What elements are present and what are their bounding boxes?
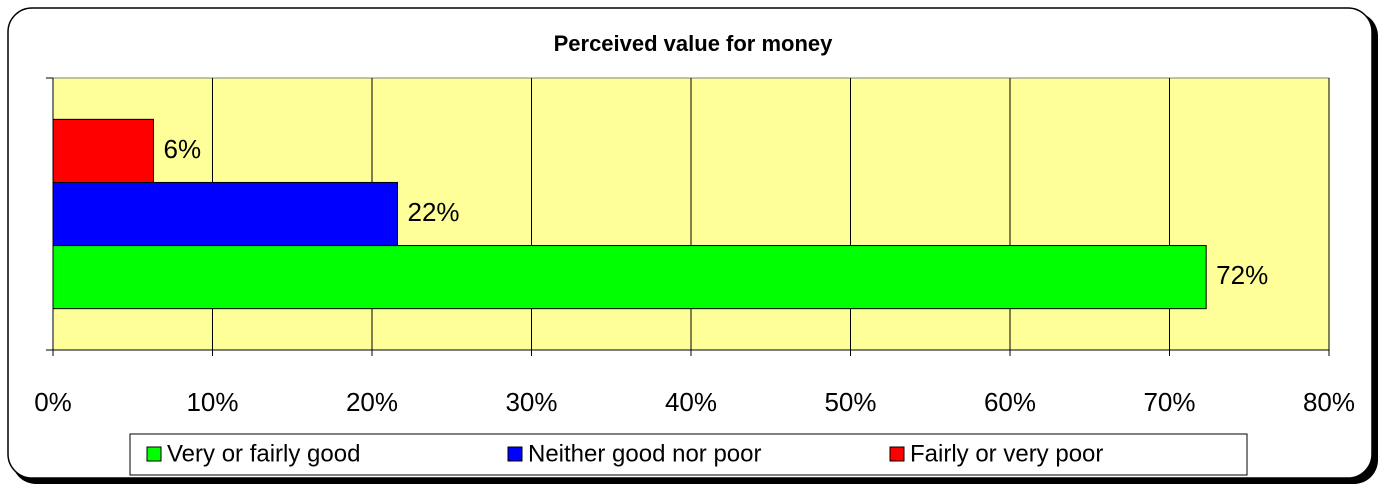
bar <box>52 118 154 183</box>
x-tick-label: 0% <box>34 387 72 417</box>
x-tick-label: 10% <box>186 387 238 417</box>
legend-swatch <box>889 446 905 462</box>
legend-label: Fairly or very poor <box>910 440 1103 467</box>
legend-swatch <box>146 446 162 462</box>
value-label: 22% <box>408 197 460 227</box>
value-label: 6% <box>163 134 201 164</box>
x-tick-label: 30% <box>505 387 557 417</box>
bar <box>52 181 399 247</box>
legend-box <box>129 433 1248 476</box>
x-tick-label: 60% <box>984 387 1036 417</box>
x-tick-label: 50% <box>824 387 876 417</box>
bar <box>52 245 1207 310</box>
chart-title: Perceived value for money <box>554 31 834 56</box>
x-tick-label: 70% <box>1143 387 1195 417</box>
legend-label: Very or fairly good <box>167 440 360 467</box>
x-tick-label: 80% <box>1303 387 1355 417</box>
legend-swatch <box>507 446 523 462</box>
x-tick-label: 20% <box>346 387 398 417</box>
value-label: 72% <box>1216 260 1268 290</box>
x-tick-label: 40% <box>665 387 717 417</box>
legend-label: Neither good nor poor <box>528 440 761 467</box>
